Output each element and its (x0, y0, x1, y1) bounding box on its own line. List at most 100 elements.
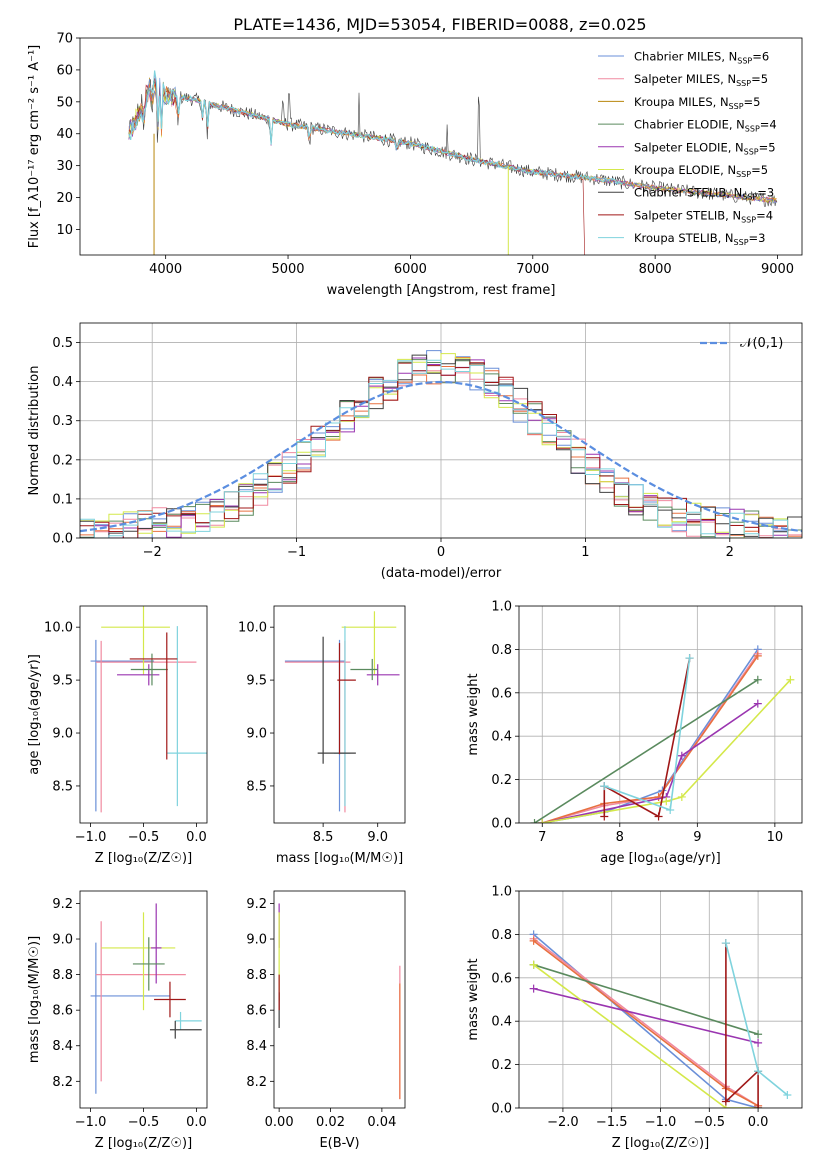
x-tick-label: 7000 (516, 262, 549, 277)
y-tick-label: 0.2 (491, 1058, 512, 1073)
axes-frame (518, 605, 803, 824)
series-marker (685, 654, 694, 663)
series-line (725, 943, 759, 1108)
legend-label: Kroupa STELIB, NSSP=3 (634, 231, 765, 247)
x-tick-label: 9000 (761, 262, 794, 277)
axes-frame (79, 37, 803, 256)
y-tick-label: 9.0 (246, 727, 267, 742)
y-tick-label: 20 (56, 191, 73, 206)
x-tick-label: 0 (437, 545, 445, 560)
y-tick-label: 8.4 (246, 1039, 267, 1054)
x-tick-label: −0.5 (128, 830, 160, 845)
x-axis-label: age [log₁₀(age/yr)] (600, 851, 721, 866)
x-tick-label: −2.0 (547, 1115, 579, 1130)
legend-label: 𝒩(0,1) (740, 336, 783, 351)
y-tick-label: 0.4 (491, 730, 512, 745)
y-tick-label: 0.4 (52, 375, 73, 390)
y-tick-label: 0.0 (52, 532, 73, 547)
series-line (604, 657, 691, 812)
series-marker (753, 699, 762, 708)
series-line (533, 938, 759, 1107)
x-axis-label: E(B-V) (319, 1136, 359, 1151)
x-tick-label: −1.0 (75, 830, 107, 845)
y-tick-label: 0.1 (52, 492, 73, 507)
spectrum-line (128, 70, 623, 185)
y-tick-label: 9.0 (52, 727, 73, 742)
x-axis-label: (data-model)/error (381, 566, 502, 581)
series-line (603, 657, 691, 818)
axes-frame (518, 890, 803, 1109)
plot-area-mass-vs-EBV (278, 903, 401, 1100)
y-tick-label: 0.8 (491, 928, 512, 943)
axes-frame (273, 890, 406, 1109)
series-marker (721, 939, 730, 948)
x-tick-label: 10 (767, 830, 784, 845)
legend-label: Chabrier MILES, NSSP=6 (634, 50, 769, 66)
x-axis-label: Z [log₁₀(Z/Z☉)] (95, 1136, 192, 1151)
x-tick-label: 8000 (639, 262, 672, 277)
plot-area-weight-vs-Z (519, 891, 802, 1108)
y-tick-label: 0.6 (491, 686, 512, 701)
series-marker (754, 1030, 763, 1039)
x-tick-label: 0.02 (316, 1115, 345, 1130)
legend-label: Kroupa ELODIE, NSSP=5 (634, 163, 768, 179)
series-marker (783, 1090, 792, 1099)
y-tick-label: 0.4 (491, 1015, 512, 1030)
y-tick-label: 1.0 (491, 885, 512, 900)
x-tick-label: 0.0 (748, 1115, 769, 1130)
y-tick-label: 8.2 (246, 1075, 267, 1090)
y-tick-label: 8.5 (246, 779, 267, 794)
y-tick-label: 10.0 (238, 621, 267, 636)
x-tick-label: −1.5 (596, 1115, 628, 1130)
series-marker (754, 1104, 763, 1108)
x-tick-label: 5000 (271, 262, 304, 277)
x-tick-label: 4000 (149, 262, 182, 277)
x-tick-label: 0.0 (186, 1115, 207, 1130)
y-tick-label: 0.6 (491, 971, 512, 986)
y-tick-label: 0.0 (491, 1102, 512, 1117)
y-tick-label: 0.5 (52, 336, 73, 351)
series-marker (600, 812, 609, 821)
spectrum-line (128, 71, 777, 204)
y-tick-label: 0.3 (52, 414, 73, 429)
x-tick-label: 8 (616, 830, 624, 845)
x-tick-label: 0.0 (186, 830, 207, 845)
series-marker (654, 792, 663, 801)
x-tick-label: −1.0 (75, 1115, 107, 1130)
x-tick-label: 9 (693, 830, 701, 845)
series-marker (753, 651, 762, 660)
y-tick-label: 0.2 (52, 453, 73, 468)
y-tick-label: 9.5 (52, 674, 73, 689)
x-tick-label: 9.0 (367, 830, 388, 845)
x-tick-label: 2 (726, 545, 734, 560)
y-tick-label: 9.0 (52, 933, 73, 948)
series-line (533, 987, 759, 1044)
x-axis-label: Z [log₁₀(Z/Z☉)] (612, 1136, 709, 1151)
x-tick-label: −2 (143, 545, 162, 560)
y-tick-label: 8.4 (52, 1039, 73, 1054)
y-axis-label: Flux [f_λ10⁻¹⁷ erg cm⁻² s⁻¹ A⁻¹] (27, 45, 42, 249)
x-tick-label: −1 (287, 545, 306, 560)
x-tick-label: −0.5 (694, 1115, 726, 1130)
panel-mass-vs-Z: −1.0 −0.5 0.0 8.2 8.4 8.6 8.8 9.0 9.2 Z [log₁₀(Z/… (27, 890, 208, 1151)
series-marker (754, 1067, 763, 1076)
y-tick-label: 0.0 (491, 817, 512, 832)
x-tick-label: 0.04 (367, 1115, 396, 1130)
series-marker (529, 984, 538, 993)
y-tick-label: 0.2 (491, 773, 512, 788)
y-tick-label: 8.6 (52, 1004, 73, 1019)
x-tick-label: −1.0 (645, 1115, 677, 1130)
series-marker (786, 675, 795, 684)
y-tick-label: 50 (56, 95, 73, 110)
panel-age-vs-mass: 8.5 9.0 8.5 9.0 9.5 10.0 mass [log₁₀(M/M☉)] (238, 605, 406, 866)
x-tick-label: 6000 (394, 262, 427, 277)
y-axis-label: Normed distribution (27, 366, 42, 496)
series-marker (538, 819, 547, 823)
legend-label: Salpeter STELIB, NSSP=4 (634, 208, 773, 224)
x-tick-label: 7 (538, 830, 546, 845)
series-line (533, 964, 759, 1108)
legend-label: Chabrier STELIB, NSSP=3 (634, 186, 774, 202)
panel-spectrum: 4000 5000 6000 7000 8000 9000 10 20 30 40 50 60 70 wa… (27, 32, 803, 298)
series-marker (654, 812, 663, 821)
